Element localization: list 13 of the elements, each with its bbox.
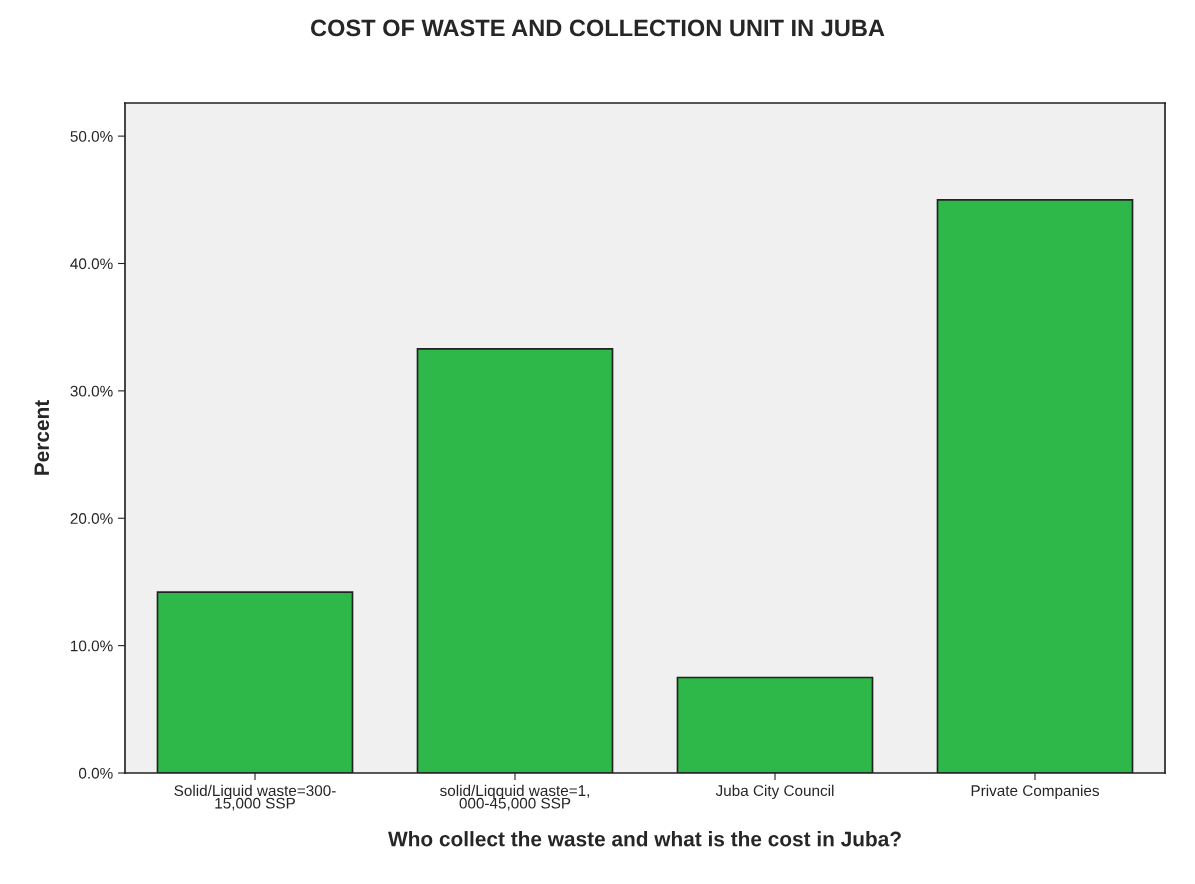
x-axis-title: Who collect the waste and what is the cost in Juba? — [388, 831, 901, 847]
x-tick-label: Private Companies — [971, 784, 1099, 800]
y-tick-label: 30.0% — [70, 385, 113, 397]
y-tick-label: 40.0% — [70, 258, 113, 270]
x-tick-label: Juba City Council — [715, 784, 834, 800]
y-tick-label: 0.0% — [78, 767, 113, 779]
x-tick-label: Solid/Liquid waste=300- 15,000 SSP — [174, 784, 336, 811]
x-tick-label: solid/Liqquid waste=1, 000-45,000 SSP — [440, 784, 590, 811]
chart-title: COST OF WASTE AND COLLECTION UNIT IN JUBA — [310, 19, 885, 37]
y-tick-label: 20.0% — [70, 513, 113, 524]
y-axis-title: Percent — [34, 400, 50, 475]
y-tick-label: 50.0% — [70, 130, 113, 142]
y-tick-label: 10.0% — [71, 640, 113, 652]
